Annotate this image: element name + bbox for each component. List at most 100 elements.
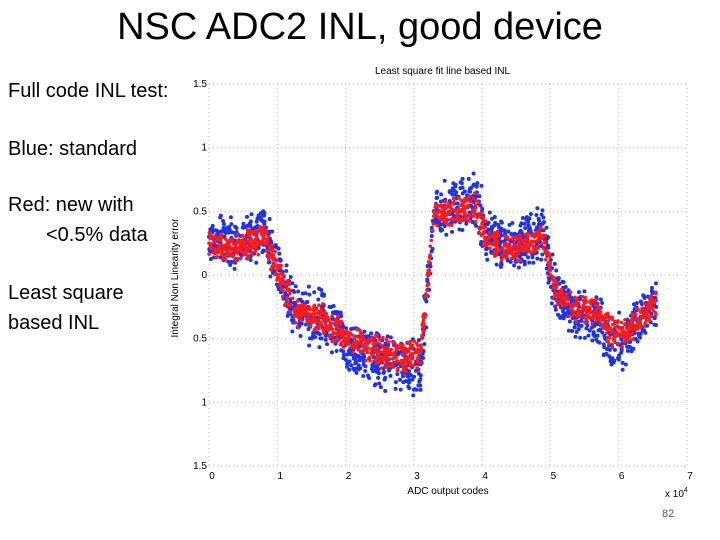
- data-point-standard: [600, 301, 605, 306]
- data-point-new: [312, 328, 317, 332]
- data-point-standard: [576, 322, 581, 327]
- data-point-new: [280, 280, 284, 284]
- data-point-standard: [444, 232, 449, 237]
- data-point-new: [358, 328, 362, 333]
- data-point-standard: [601, 342, 606, 347]
- data-point-new: [615, 331, 619, 335]
- data-point-standard: [484, 252, 489, 257]
- data-point-new: [520, 249, 525, 253]
- data-point-new: [623, 331, 628, 335]
- data-point-new: [319, 311, 324, 316]
- data-point-new: [593, 299, 598, 303]
- data-point-new: [207, 252, 211, 256]
- data-point-standard: [408, 373, 413, 378]
- data-point-new: [364, 358, 368, 363]
- data-point-new: [481, 232, 485, 237]
- data-point-standard: [526, 255, 531, 260]
- data-point-new: [253, 249, 257, 254]
- data-point-new: [262, 224, 267, 229]
- data-point-standard: [369, 331, 374, 336]
- data-point-standard: [382, 377, 387, 382]
- data-point-standard: [306, 284, 311, 289]
- data-point-new: [283, 303, 287, 308]
- data-point-new: [500, 246, 505, 250]
- data-point-new: [576, 308, 580, 312]
- data-point-standard: [223, 226, 228, 231]
- data-point-standard: [498, 241, 503, 246]
- data-point-standard: [496, 222, 501, 227]
- data-point-standard: [653, 281, 658, 286]
- data-point-new: [431, 228, 435, 233]
- data-point-new: [244, 248, 248, 253]
- data-point-standard: [634, 301, 639, 306]
- data-point-new: [233, 250, 238, 254]
- data-point-standard: [475, 181, 480, 186]
- data-point-new: [318, 314, 323, 319]
- data-point-new: [394, 355, 398, 360]
- data-point-standard: [325, 342, 330, 347]
- data-point-new: [500, 254, 505, 258]
- data-point-new: [317, 326, 321, 331]
- data-point-new: [634, 323, 638, 328]
- data-point-new: [546, 251, 551, 255]
- data-point-new: [470, 209, 475, 213]
- y-tick-label: 1: [201, 397, 207, 408]
- data-point-standard: [254, 219, 259, 224]
- data-point-new: [288, 309, 293, 314]
- data-point-new: [399, 358, 404, 363]
- data-point-new: [235, 232, 239, 237]
- data-point-standard: [546, 245, 551, 250]
- data-point-new: [461, 217, 466, 222]
- data-point-standard: [527, 216, 532, 221]
- data-point-new: [242, 241, 247, 246]
- data-point-new: [327, 318, 331, 323]
- data-point-standard: [485, 246, 490, 251]
- data-point-standard: [615, 356, 620, 361]
- data-point-new: [213, 234, 217, 239]
- data-point-standard: [612, 347, 617, 352]
- data-point-standard: [268, 274, 273, 279]
- data-point-new: [298, 311, 302, 316]
- data-point-standard: [248, 222, 253, 227]
- data-point-standard: [541, 215, 546, 220]
- data-point-new: [360, 343, 364, 347]
- data-point-standard: [416, 383, 421, 388]
- data-point-standard: [241, 221, 246, 226]
- series-standard: [207, 171, 659, 398]
- data-point-new: [636, 307, 640, 312]
- data-point-new: [460, 207, 465, 212]
- data-point-new: [643, 313, 647, 318]
- data-point-new: [629, 318, 633, 323]
- data-point-standard: [641, 293, 646, 298]
- data-point-new: [626, 334, 630, 338]
- data-point-new: [317, 303, 321, 307]
- data-point-standard: [450, 229, 455, 234]
- data-point-new: [435, 210, 440, 215]
- data-point-standard: [363, 369, 368, 374]
- data-point-standard: [243, 224, 248, 229]
- data-point-new: [405, 347, 410, 352]
- data-point-new: [211, 247, 216, 251]
- data-point-standard: [333, 341, 338, 346]
- data-point-standard: [362, 329, 367, 334]
- chart-title: Least square fit line based INL: [375, 66, 511, 77]
- data-point-standard: [550, 252, 555, 257]
- data-point-new: [598, 321, 603, 325]
- data-point-new: [431, 214, 436, 218]
- data-point-new: [285, 279, 290, 283]
- data-point-new: [317, 323, 322, 328]
- data-point-standard: [317, 286, 322, 291]
- data-point-new: [418, 343, 423, 347]
- data-point-new: [555, 302, 560, 307]
- data-point-standard: [594, 337, 599, 342]
- data-point-new: [347, 334, 351, 338]
- data-point-standard: [249, 212, 254, 217]
- data-point-new: [605, 325, 609, 330]
- data-point-standard: [578, 335, 583, 340]
- data-point-new: [381, 335, 385, 340]
- data-point-new: [327, 334, 331, 338]
- data-point-new: [606, 339, 610, 343]
- data-point-standard: [558, 315, 563, 320]
- data-point-new: [613, 340, 617, 345]
- data-point-new: [340, 327, 345, 332]
